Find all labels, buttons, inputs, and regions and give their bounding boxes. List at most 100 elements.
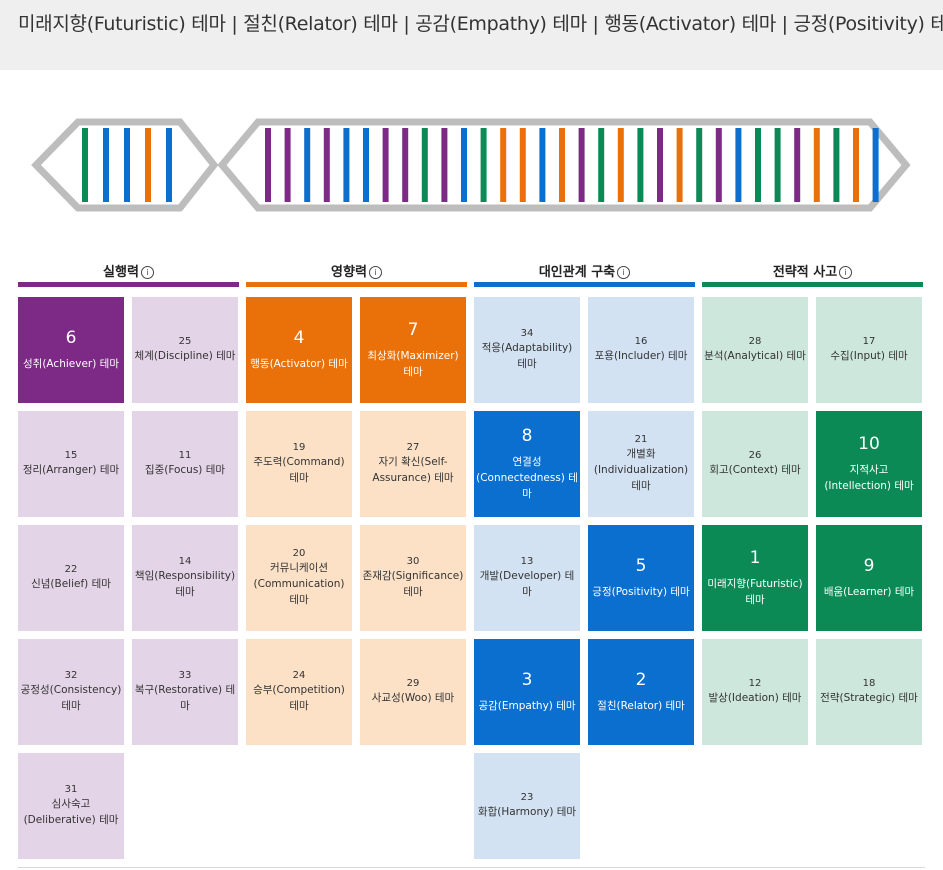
info-icon[interactable]: i xyxy=(617,266,631,279)
theme-tile[interactable]: 21 개별화 (Individualization) 테마 xyxy=(588,411,694,517)
theme-tile[interactable]: 7 최상화(Maximizer) 테마 xyxy=(360,297,466,403)
theme-rank: 30 xyxy=(406,556,420,567)
category-title-text: 실행력 xyxy=(103,265,139,280)
theme-name: 절친(Relator) 테마 xyxy=(597,700,685,713)
theme-rank: 18 xyxy=(862,678,876,689)
theme-tile[interactable]: 8 연결성 (Connectedness) 테마 xyxy=(474,411,580,517)
theme-tile[interactable]: 25 체계(Discipline) 테마 xyxy=(132,297,238,403)
info-icon[interactable]: i xyxy=(368,266,382,279)
theme-tile[interactable]: 18 전략(Strategic) 테마 xyxy=(816,639,922,745)
theme-name: 주도력(Command) 테마 xyxy=(253,456,345,484)
theme-name: 사교성(Woo) 테마 xyxy=(371,692,455,704)
category-color-bar xyxy=(246,282,467,287)
theme-tile[interactable]: 13 개발(Developer) 테마 xyxy=(474,525,580,631)
theme-tile[interactable]: 23 화합(Harmony) 테마 xyxy=(474,753,580,859)
theme-tile[interactable]: 10 지적사고(Intellection) 테마 xyxy=(816,411,922,517)
theme-name: 승부(Competition) 테마 xyxy=(253,684,345,712)
theme-tile[interactable]: 16 포용(Includer) 테마 xyxy=(588,297,694,403)
theme-tile[interactable]: 24 승부(Competition) 테마 xyxy=(246,639,352,745)
theme-name: 발상(Ideation) 테마 xyxy=(708,692,802,704)
theme-name: 적응(Adaptability) 테마 xyxy=(481,342,573,370)
dna-long-outline xyxy=(217,118,911,212)
theme-name: 긍정(Positivity) 테마 xyxy=(592,586,690,599)
theme-rank: 22 xyxy=(64,564,78,575)
theme-tile[interactable]: 27 자기 확신(Self-Assurance) 테마 xyxy=(360,411,466,517)
theme-rank: 12 xyxy=(748,678,762,689)
theme-rank: 4 xyxy=(293,327,305,348)
theme-tile[interactable]: 20 커뮤니케이션 (Communication) 테마 xyxy=(246,525,352,631)
theme-rank: 26 xyxy=(748,450,762,461)
theme-name: 연결성 (Connectedness) 테마 xyxy=(476,456,578,501)
theme-tile[interactable]: 3 공감(Empathy) 테마 xyxy=(474,639,580,745)
theme-tile[interactable]: 33 복구(Restorative) 테마 xyxy=(132,639,238,745)
theme-tile[interactable]: 12 발상(Ideation) 테마 xyxy=(702,639,808,745)
theme-rank: 2 xyxy=(635,669,647,690)
theme-name: 행동(Activator) 테마 xyxy=(250,358,348,371)
theme-rank: 9 xyxy=(863,555,875,576)
theme-tile[interactable]: 29 사교성(Woo) 테마 xyxy=(360,639,466,745)
theme-tile[interactable]: 9 배움(Learner) 테마 xyxy=(816,525,922,631)
theme-name: 개발(Developer) 테마 xyxy=(479,570,575,598)
theme-rank: 15 xyxy=(64,450,78,461)
info-icon[interactable]: i xyxy=(839,266,853,279)
theme-name: 자기 확신(Self-Assurance) 테마 xyxy=(372,456,454,484)
dna-short-outline xyxy=(31,118,219,212)
theme-rank: 20 xyxy=(292,548,306,559)
info-icon[interactable]: i xyxy=(140,266,154,279)
theme-rank: 16 xyxy=(634,336,648,347)
theme-rank: 7 xyxy=(407,319,419,340)
theme-name: 정리(Arranger) 테마 xyxy=(22,464,120,476)
theme-rank: 29 xyxy=(406,678,420,689)
theme-tile[interactable]: 19 주도력(Command) 테마 xyxy=(246,411,352,517)
theme-name: 배움(Learner) 테마 xyxy=(823,586,915,599)
theme-rank: 6 xyxy=(65,327,77,348)
theme-rank: 13 xyxy=(520,556,534,567)
category-header-strategic: 전략적 사고 i xyxy=(702,259,923,287)
theme-tile[interactable]: 14 책임(Responsibility) 테마 xyxy=(132,525,238,631)
category-color-bar xyxy=(702,282,923,287)
bottom-divider xyxy=(18,867,925,868)
theme-tile[interactable]: 22 신념(Belief) 테마 xyxy=(18,525,124,631)
category-color-bar xyxy=(18,282,239,287)
theme-rank: 31 xyxy=(64,784,78,795)
theme-tile[interactable]: 32 공정성(Consistency) 테마 xyxy=(18,639,124,745)
theme-tile[interactable]: 6 성취(Achiever) 테마 xyxy=(18,297,124,403)
theme-tile[interactable]: 5 긍정(Positivity) 테마 xyxy=(588,525,694,631)
theme-tile[interactable]: 2 절친(Relator) 테마 xyxy=(588,639,694,745)
theme-tile[interactable]: 11 집중(Focus) 테마 xyxy=(132,411,238,517)
theme-tile[interactable]: 26 회고(Context) 테마 xyxy=(702,411,808,517)
theme-rank: 11 xyxy=(178,450,192,461)
theme-name: 신념(Belief) 테마 xyxy=(31,578,111,590)
theme-rank: 14 xyxy=(178,556,192,567)
theme-rank: 10 xyxy=(858,433,880,454)
theme-tile[interactable]: 17 수집(Input) 테마 xyxy=(816,297,922,403)
theme-tile[interactable]: 4 행동(Activator) 테마 xyxy=(246,297,352,403)
category-title: 영향력 i xyxy=(246,261,467,280)
theme-tile[interactable]: 15 정리(Arranger) 테마 xyxy=(18,411,124,517)
theme-rank: 27 xyxy=(406,442,420,453)
theme-tile[interactable]: 31 심사숙고 (Deliberative) 테마 xyxy=(18,753,124,859)
theme-tile[interactable]: 30 존재감(Significance) 테마 xyxy=(360,525,466,631)
theme-tile[interactable]: 1 미래지향(Futuristic) 테마 xyxy=(702,525,808,631)
theme-name: 화합(Harmony) 테마 xyxy=(477,806,577,818)
theme-tile[interactable]: 34 적응(Adaptability) 테마 xyxy=(474,297,580,403)
theme-rank: 5 xyxy=(635,555,647,576)
theme-name: 미래지향(Futuristic) 테마 xyxy=(707,578,803,607)
theme-rank: 23 xyxy=(520,792,534,803)
theme-rank: 24 xyxy=(292,670,306,681)
category-title: 대인관계 구축 i xyxy=(474,261,695,280)
top-title-bar: 미래지향(Futuristic) 테마 | 절친(Relator) 테마 | 공… xyxy=(0,0,943,70)
theme-name: 심사숙고 (Deliberative) 테마 xyxy=(23,798,119,826)
theme-name: 포용(Includer) 테마 xyxy=(594,350,688,362)
theme-rank: 21 xyxy=(634,434,648,445)
category-title: 전략적 사고 i xyxy=(702,261,923,280)
theme-name: 집중(Focus) 테마 xyxy=(144,464,226,476)
theme-rank: 3 xyxy=(521,669,533,690)
theme-rank: 19 xyxy=(292,442,306,453)
theme-name: 공정성(Consistency) 테마 xyxy=(20,684,122,712)
theme-tile[interactable]: 28 분석(Analytical) 테마 xyxy=(702,297,808,403)
top-five-themes-title: 미래지향(Futuristic) 테마 | 절친(Relator) 테마 | 공… xyxy=(18,13,943,35)
theme-name: 전략(Strategic) 테마 xyxy=(820,692,918,704)
category-title: 실행력 i xyxy=(18,261,239,280)
theme-name: 지적사고(Intellection) 테마 xyxy=(824,464,914,493)
